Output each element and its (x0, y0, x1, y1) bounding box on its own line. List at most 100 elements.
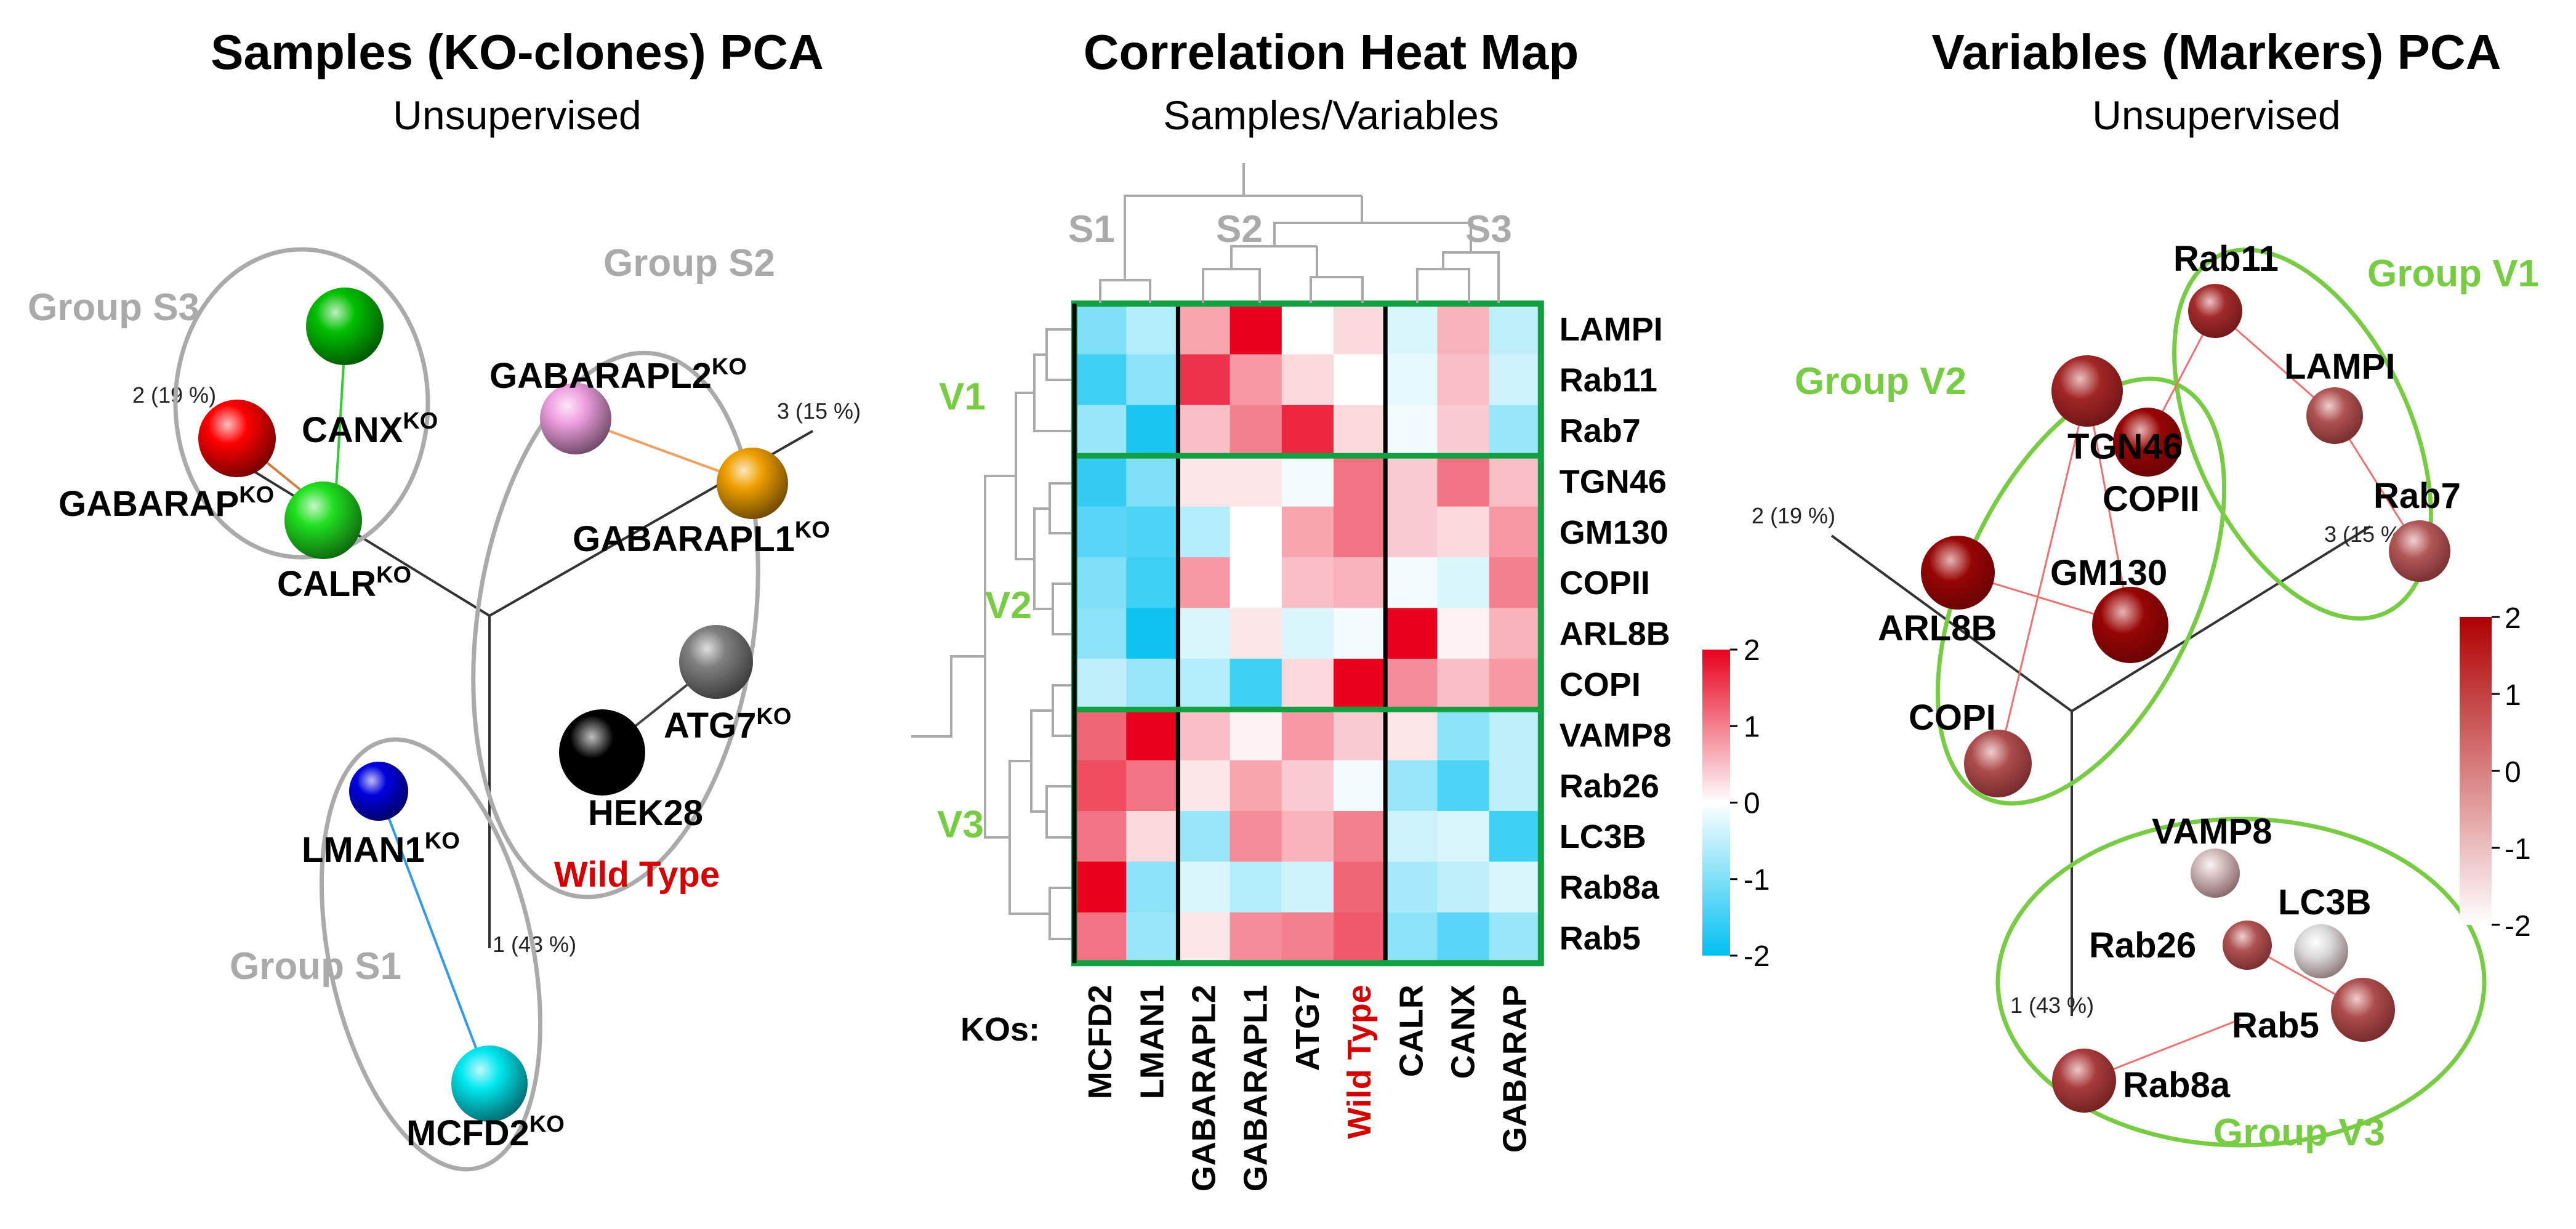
variable-point-rab5[interactable] (2331, 978, 2395, 1042)
heatmap-cell-rab8a-canx (1437, 861, 1490, 913)
heatmap-cell-vamp8-gabarapl2 (1178, 709, 1231, 761)
label-hek28: HEK28 (588, 793, 703, 833)
heatmap-cell-copii-gabarapl1 (1230, 557, 1282, 608)
heatmap-cell-rab11-atg7 (1281, 354, 1334, 406)
variable-point-vamp8[interactable] (2191, 848, 2240, 898)
heatmap-cell-vamp8-mcfd2 (1074, 709, 1127, 761)
heatmap-cell-lc3b-atg7 (1281, 811, 1334, 862)
heatmap-cell-lc3b-canx (1437, 811, 1490, 862)
label-rab5: Rab5 (2232, 1005, 2319, 1046)
label-mcfd2: MCFD2KO (406, 1111, 565, 1153)
heatmap-cell-lampi-calr (1385, 304, 1438, 355)
heatmap-cell-rab11-calr (1385, 354, 1438, 406)
heatmap-cell-copi-canx (1437, 658, 1490, 710)
point-gabarap[interactable] (198, 400, 276, 477)
heatmap-cell-rab7-atg7 (1281, 405, 1334, 456)
sphere-gabarapl1 (717, 448, 788, 519)
variable-point-copii[interactable] (2113, 408, 2182, 477)
row-label-vamp8: VAMP8 (1560, 717, 1672, 754)
point-calr[interactable] (284, 482, 362, 559)
heatmap-cell-rab5-mcfd2 (1074, 912, 1127, 964)
heatmap-cell-lampi-atg7 (1281, 304, 1334, 355)
variable-point-rab11[interactable] (2188, 284, 2242, 338)
variables-pca: 1 (43 %) 2 (19 %) 3 (15 %) Group V1 Grou… (1752, 239, 2539, 1154)
heatmap-cell-gm130-atg7 (1281, 506, 1334, 558)
point-lman1[interactable] (349, 762, 408, 821)
sphere-calr (284, 482, 362, 559)
heatmap-cell-lc3b-calr (1385, 811, 1438, 862)
group-s2-label: Group S2 (603, 242, 775, 284)
right-subtitle: Unsupervised (2092, 92, 2341, 138)
heatmap-cell-copii-lman1 (1126, 557, 1178, 608)
left-subtitle: Unsupervised (393, 92, 642, 138)
variable-point-lc3b[interactable] (2294, 924, 2348, 978)
variable-point-rab8a[interactable] (2052, 1049, 2116, 1113)
heatmap-cell-vamp8-lman1 (1126, 709, 1178, 761)
label-lman1: LMAN1KO (302, 828, 460, 870)
link-tgn46-gm130 (2086, 390, 2131, 626)
variable-point-rab7[interactable] (2389, 520, 2450, 582)
heatmap-cell-arl8b-calr (1385, 608, 1438, 659)
heatmap-cell-arl8b-gabarap (1489, 608, 1542, 659)
heatmap-cell-copii-mcfd2 (1074, 557, 1127, 608)
row-label-lc3b: LC3B (1560, 818, 1646, 855)
label-vamp8: VAMP8 (2152, 812, 2272, 852)
column-label-mcfd2: MCFD2 (1082, 985, 1119, 1099)
variable-point-copi[interactable] (1964, 730, 2032, 797)
label-lc3b: LC3B (2278, 882, 2371, 922)
group-v1-ellipse (2172, 248, 2433, 621)
variables-colorbar-tick-label: 2 (2505, 602, 2521, 635)
point-gabarapl1[interactable] (717, 448, 788, 519)
heatmap-cell-gm130-calr (1385, 506, 1438, 558)
heatmap-cell-vamp8-gabarapl1 (1230, 709, 1282, 761)
heatmap-column-labels: MCFD2 LMAN1 GABARAPL2 GABARAPL1 ATG7 Wild Typ… (1082, 985, 1534, 1191)
heatmap-cell-arl8b-atg7 (1281, 608, 1334, 659)
heatmap-cell-lampi-lman1 (1126, 304, 1178, 355)
heatmap-frame (1071, 300, 1544, 967)
point-hek28[interactable] (559, 709, 645, 796)
point-canx[interactable] (306, 288, 384, 365)
point-mcfd2[interactable] (451, 1046, 528, 1122)
variable-point-tgn46[interactable] (2051, 355, 2123, 427)
heatmap-cell-lampi-wild-type (1334, 304, 1386, 355)
heatmap-cell-vamp8-calr (1385, 709, 1438, 761)
label-rab8a: Rab8a (2123, 1065, 2231, 1105)
heatmap-cell-rab7-wild-type (1334, 405, 1386, 456)
heatmap-cell-rab8a-mcfd2 (1074, 861, 1127, 913)
heatmap-colorbar (1702, 650, 1730, 956)
group-v3-label: Group V3 (2213, 1111, 2385, 1154)
variable-point-lampi[interactable] (2306, 387, 2363, 444)
column-label-gabarapl1: GABARAPL1 (1238, 985, 1274, 1191)
column-label-lman1: LMAN1 (1133, 985, 1170, 1099)
row-label-rab5: Rab5 (1560, 920, 1641, 957)
variable-point-rab26[interactable] (2223, 921, 2272, 970)
heatmap-cell-rab7-lman1 (1126, 405, 1178, 456)
row-label-rab8a: Rab8a (1560, 869, 1660, 906)
point-gabarapl2[interactable] (540, 383, 611, 454)
heatmap-cell-rab5-atg7 (1281, 912, 1334, 964)
heatmap-cell-copii-wild-type (1334, 557, 1386, 608)
heatmap-cell-rab26-atg7 (1281, 760, 1334, 812)
variable-point-arl8b[interactable] (1921, 536, 1995, 610)
link-lman1-mcfd2 (377, 791, 491, 1084)
heatmap-cell-rab7-mcfd2 (1074, 405, 1127, 456)
group-v1-label: Group V1 (2367, 252, 2539, 295)
heatmap-cell-rab7-gabarapl2 (1178, 405, 1231, 456)
heatmap-cell-copi-gabarapl2 (1178, 658, 1231, 710)
heatmap-cell-rab5-gabarapl1 (1230, 912, 1282, 964)
link-tgn46-copi (1997, 390, 2088, 764)
heatmap-cell-vamp8-wild-type (1334, 709, 1386, 761)
variable-group-v1: V1 (939, 376, 986, 418)
sphere-hek28 (559, 709, 645, 796)
heatmap-cell-rab26-calr (1385, 760, 1438, 812)
heatmap-colorbar-tick-label: 1 (1744, 711, 1760, 743)
row-label-copii: COPII (1560, 565, 1650, 602)
heatmap-cell-vamp8-canx (1437, 709, 1490, 761)
point-atg7[interactable] (679, 625, 753, 699)
heatmap-cell-gm130-wild-type (1334, 506, 1386, 558)
heatmap-cell-rab5-gabarapl2 (1178, 912, 1231, 964)
variable-point-gm130[interactable] (2092, 587, 2168, 663)
heatmap-cell-rab26-gabarapl1 (1230, 760, 1282, 812)
